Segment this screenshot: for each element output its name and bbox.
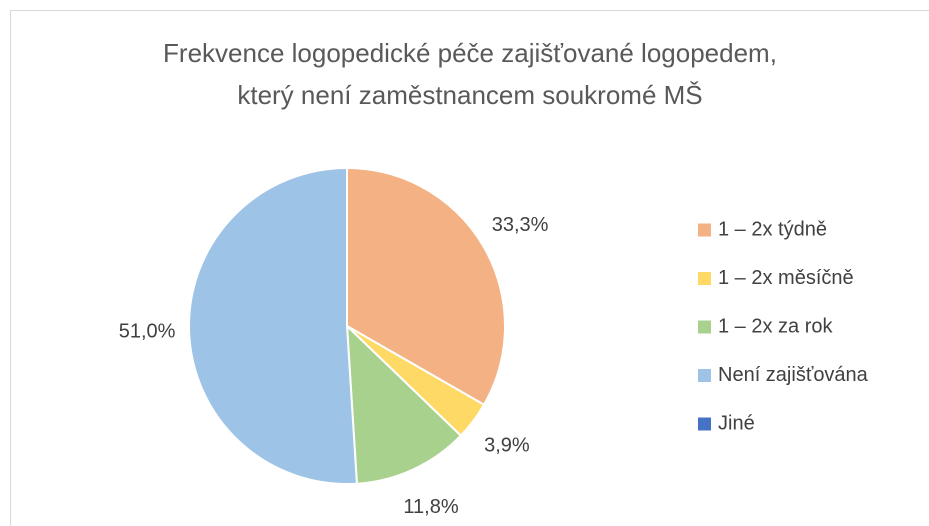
pie-slice [346, 166, 506, 407]
legend-label: Není zajišťována [718, 364, 869, 386]
chart-title: Frekvence logopedické péče zajišťované l… [163, 38, 777, 68]
legend-label: 1 – 2x týdně [718, 218, 827, 240]
legend-label: 1 – 2x za rok [718, 315, 834, 337]
legend-swatch [698, 369, 711, 382]
legend-label: Jiné [718, 412, 755, 434]
legend-label: 1 – 2x měsíčně [718, 267, 854, 289]
legend-swatch [698, 320, 711, 334]
data-label: 33,3% [492, 214, 549, 236]
pie-slice [345, 323, 463, 485]
data-label: 51,0% [119, 321, 176, 343]
data-label: 3,9% [484, 434, 530, 456]
pie-slice [187, 166, 358, 485]
data-label: 11,8% [403, 496, 458, 518]
legend-swatch [698, 417, 711, 431]
chart-title: který není zaměstnancem soukromé MŠ [237, 80, 702, 110]
legend-swatch [698, 223, 711, 237]
legend-swatch [698, 272, 711, 285]
